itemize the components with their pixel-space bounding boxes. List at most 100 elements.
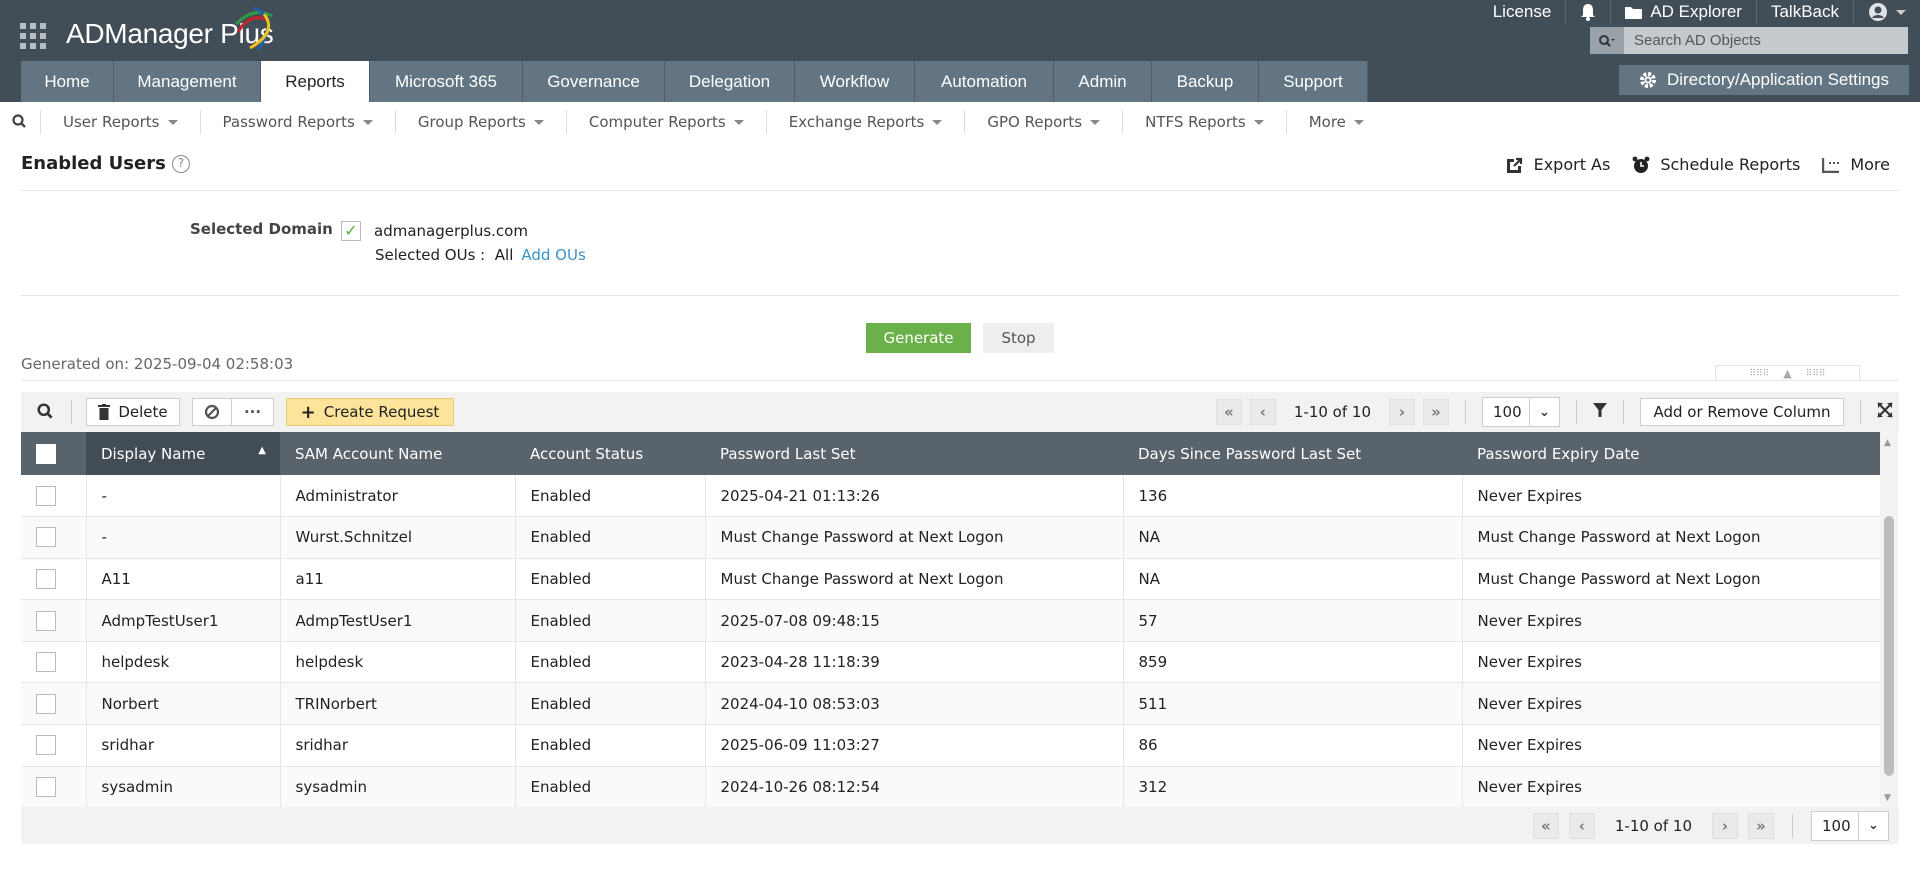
search-filter-icon[interactable] bbox=[21, 403, 71, 421]
create-request-label: Create Request bbox=[323, 403, 440, 421]
row-checkbox[interactable] bbox=[36, 735, 56, 756]
tab-backup[interactable]: Backup bbox=[1152, 61, 1259, 102]
column-header-sam-account-name[interactable]: SAM Account Name bbox=[280, 432, 515, 475]
sort-ascending-icon: ▲ bbox=[258, 444, 266, 456]
ous-value: All bbox=[494, 246, 514, 264]
table-cell: NA bbox=[1123, 516, 1463, 559]
tab-home[interactable]: Home bbox=[21, 61, 114, 102]
fullscreen-icon[interactable] bbox=[1877, 402, 1893, 422]
license-link[interactable]: License bbox=[1492, 2, 1552, 21]
column-label: SAM Account Name bbox=[295, 444, 443, 463]
filter-icon[interactable] bbox=[1593, 403, 1607, 421]
tab-automation[interactable]: Automation bbox=[915, 61, 1054, 102]
app-grid-icon[interactable] bbox=[20, 23, 46, 49]
column-header-password-last-set[interactable]: Password Last Set bbox=[705, 432, 1123, 475]
tab-admin[interactable]: Admin bbox=[1054, 61, 1152, 102]
scroll-up-icon[interactable]: ▲ bbox=[1884, 438, 1891, 448]
subnav-computer-reports[interactable]: Computer Reports bbox=[565, 110, 766, 134]
first-page-button[interactable]: « bbox=[1532, 812, 1559, 839]
subnav-gpo-reports[interactable]: GPO Reports bbox=[964, 110, 1122, 134]
subnav-label: More bbox=[1308, 113, 1346, 131]
column-label: Days Since Password Last Set bbox=[1138, 444, 1362, 463]
tab-support[interactable]: Support bbox=[1259, 61, 1368, 102]
row-checkbox[interactable] bbox=[36, 485, 56, 506]
divider bbox=[21, 380, 1899, 381]
subnav-more[interactable]: More bbox=[1285, 110, 1386, 134]
next-page-button[interactable]: › bbox=[1389, 399, 1415, 425]
delete-button[interactable]: Delete bbox=[86, 398, 180, 426]
column-header-password-expiry-date[interactable]: Password Expiry Date bbox=[1462, 432, 1880, 475]
ad-explorer-link[interactable]: AD Explorer bbox=[1610, 0, 1756, 24]
scrollbar-thumb[interactable] bbox=[1884, 516, 1894, 776]
tab-delegation[interactable]: Delegation bbox=[665, 61, 795, 102]
table-scrollbar[interactable]: ▲ ▼ bbox=[1880, 432, 1898, 807]
export-icon bbox=[1506, 157, 1522, 173]
more-options-button[interactable]: ··· bbox=[232, 398, 274, 426]
more-actions-button[interactable]: More bbox=[1822, 155, 1890, 174]
user-avatar-menu[interactable] bbox=[1853, 0, 1920, 24]
table-row: - Administrator Enabled 2025-04-21 01:13:26… bbox=[21, 475, 1881, 518]
select-all-checkbox[interactable] bbox=[36, 443, 56, 464]
row-checkbox[interactable] bbox=[36, 610, 56, 631]
subnav-group-reports[interactable]: Group Reports bbox=[394, 110, 566, 134]
notifications-bell-icon[interactable] bbox=[1565, 0, 1610, 24]
column-label: Password Last Set bbox=[720, 444, 856, 463]
subnav-password-reports[interactable]: Password Reports bbox=[199, 110, 395, 134]
table-cell: Must Change Password at Next Logon bbox=[1462, 516, 1881, 559]
tab-microsoft-365[interactable]: Microsoft 365 bbox=[370, 61, 523, 102]
table-cell: 136 bbox=[1123, 475, 1463, 518]
subnav-label: User Reports bbox=[63, 113, 160, 131]
column-header-display-name[interactable]: Display Name ▲ bbox=[86, 432, 280, 475]
page-size-select[interactable]: 100 ⌄ bbox=[1811, 810, 1889, 841]
table-cell: 2024-10-26 08:12:54 bbox=[705, 766, 1124, 809]
scroll-down-icon[interactable]: ▼ bbox=[1884, 793, 1891, 803]
previous-page-button[interactable]: ‹ bbox=[1568, 812, 1595, 839]
row-checkbox[interactable] bbox=[36, 527, 56, 548]
row-checkbox-cell bbox=[21, 682, 87, 726]
divider bbox=[21, 190, 1899, 191]
report-table: Display Name ▲ SAM Account Name Account Sta… bbox=[21, 432, 1881, 809]
subnav-ntfs-reports[interactable]: NTFS Reports bbox=[1122, 110, 1286, 134]
column-header-account-status[interactable]: Account Status bbox=[515, 432, 705, 475]
first-page-button[interactable]: « bbox=[1215, 399, 1242, 425]
directory-application-settings-button[interactable]: Directory/Application Settings bbox=[1619, 65, 1909, 95]
talkback-link[interactable]: TalkBack bbox=[1755, 0, 1853, 24]
previous-page-button[interactable]: ‹ bbox=[1249, 399, 1276, 425]
create-request-button[interactable]: + Create Request bbox=[286, 398, 454, 426]
add-ous-link[interactable]: Add OUs bbox=[521, 246, 586, 264]
tab-governance[interactable]: Governance bbox=[523, 61, 665, 102]
table-cell: helpdesk bbox=[86, 641, 281, 684]
subnav-user-reports[interactable]: User Reports bbox=[40, 110, 200, 134]
generate-button[interactable]: Generate bbox=[866, 323, 971, 353]
row-checkbox[interactable] bbox=[36, 776, 56, 797]
page-size-select[interactable]: 100 ⌄ bbox=[1482, 397, 1560, 427]
search-ad-objects bbox=[1590, 27, 1908, 54]
separator bbox=[1465, 400, 1466, 424]
row-checkbox[interactable] bbox=[36, 568, 56, 589]
last-page-button[interactable]: » bbox=[1423, 399, 1449, 425]
column-header-days-since-password-last-set[interactable]: Days Since Password Last Set bbox=[1123, 432, 1462, 475]
export-as-button[interactable]: Export As bbox=[1506, 155, 1610, 174]
table-cell: 86 bbox=[1123, 724, 1463, 767]
tab-reports[interactable]: Reports bbox=[261, 61, 370, 102]
add-remove-column-button[interactable]: Add or Remove Column bbox=[1640, 398, 1844, 426]
disable-button[interactable] bbox=[192, 398, 232, 426]
last-page-button[interactable]: » bbox=[1748, 812, 1774, 839]
row-checkbox[interactable] bbox=[36, 693, 56, 714]
help-icon[interactable]: ? bbox=[172, 155, 190, 173]
search-reports-icon[interactable] bbox=[0, 114, 40, 130]
next-page-button[interactable]: › bbox=[1712, 812, 1738, 839]
table-cell: sysadmin bbox=[280, 766, 516, 809]
tab-workflow[interactable]: Workflow bbox=[795, 61, 915, 102]
search-input[interactable] bbox=[1624, 27, 1904, 54]
tab-management[interactable]: Management bbox=[114, 61, 261, 102]
ad-explorer-label: AD Explorer bbox=[1650, 2, 1742, 21]
collapse-panel-handle[interactable]: ⠿⠿⠿ ▲ ⠿⠿⠿ bbox=[1715, 365, 1860, 381]
domain-checkbox[interactable]: ✓ bbox=[341, 221, 361, 241]
search-icon[interactable] bbox=[1590, 27, 1624, 54]
schedule-reports-button[interactable]: Schedule Reports bbox=[1632, 155, 1800, 174]
subnav-label: Exchange Reports bbox=[788, 113, 925, 131]
stop-button[interactable]: Stop bbox=[983, 323, 1054, 353]
row-checkbox[interactable] bbox=[36, 652, 56, 673]
subnav-exchange-reports[interactable]: Exchange Reports bbox=[765, 110, 965, 134]
